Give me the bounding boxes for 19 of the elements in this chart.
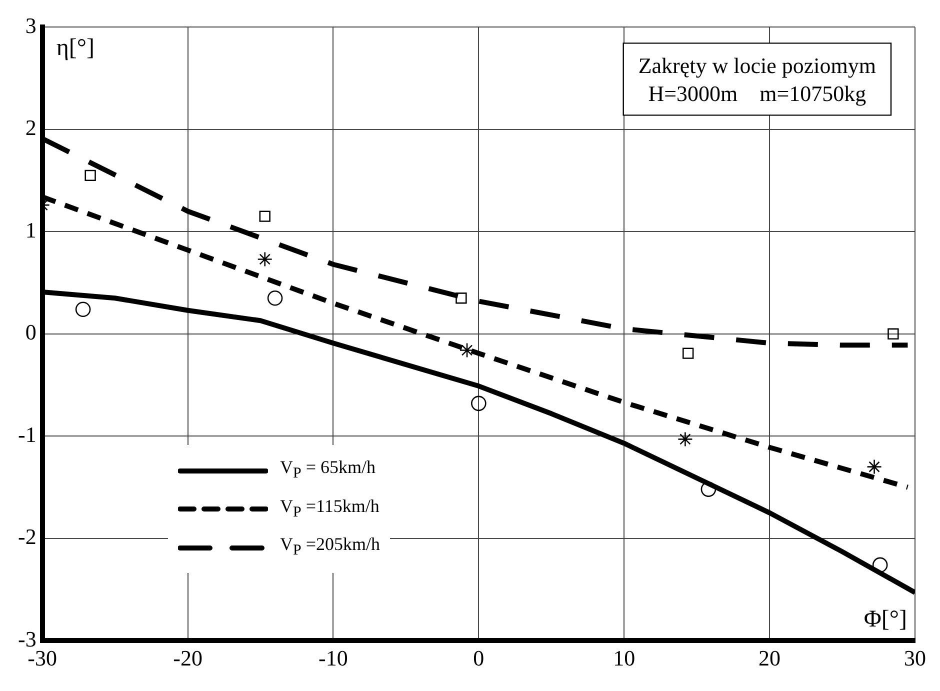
y-tick-label: 0: [25, 320, 36, 345]
x-tick-label: -10: [318, 646, 348, 671]
annotation: H=3000m m=10750kg: [648, 81, 866, 106]
x-tick-label: 0: [473, 646, 484, 671]
x-axis-title: Φ[°]: [864, 606, 907, 633]
y-axis-title: η[°]: [56, 35, 94, 62]
y-tick-label: 1: [25, 217, 36, 242]
y-tick-label: -2: [18, 524, 36, 550]
annotation: Zakręty w locie poziomym: [638, 53, 876, 78]
x-tick-label: 20: [758, 646, 781, 671]
x-tick-label: 10: [613, 646, 636, 671]
y-tick-label: 3: [25, 12, 36, 38]
x-tick-label: 30: [904, 646, 926, 671]
legend-label: V$_{P}$ =115km/h: [280, 494, 380, 522]
legend-label: V$_{P}$ = 65km/h: [280, 456, 376, 484]
y-tick-label: 2: [25, 115, 36, 140]
y-tick-label: -1: [18, 422, 36, 447]
legend-label: V$_{P}$ =205km/h: [280, 533, 380, 561]
x-tick-label: -20: [173, 646, 202, 671]
